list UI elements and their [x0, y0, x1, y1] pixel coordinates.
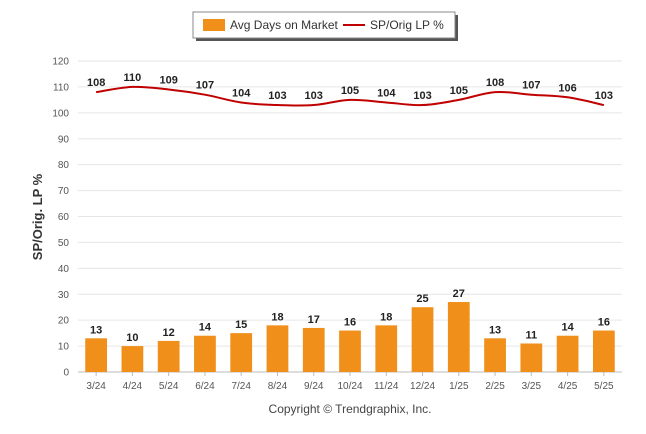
y-tick-label: 30	[58, 290, 70, 301]
x-tick-label: 12/24	[410, 381, 435, 392]
y-tick-label: 120	[52, 57, 69, 68]
line-data-label: 110	[124, 72, 142, 84]
legend: Avg Days on Market SP/Orig LP %	[192, 11, 458, 41]
line-path	[95, 85, 605, 107]
bar	[339, 330, 361, 372]
data-labels: 13 10 12 14 15 18 17 16 18 25 27 13 11 14 16 108 110 109 1…	[87, 72, 613, 344]
bar	[230, 333, 253, 372]
line-data-label: 108	[87, 77, 105, 89]
line-data-label: 104	[377, 87, 396, 99]
bar-data-label: 12	[163, 327, 175, 339]
line-data-label: 107	[522, 80, 540, 92]
x-tick-label: 3/25	[522, 381, 542, 392]
x-tick-label: 5/25	[594, 381, 614, 392]
line-data-label: 109	[159, 75, 177, 87]
x-tick-label: 10/24	[337, 381, 362, 392]
x-tick-label: 4/24	[123, 381, 143, 392]
bar-data-label: 14	[561, 322, 574, 334]
bar	[411, 307, 434, 372]
bar-data-label: 16	[598, 317, 610, 329]
bar	[266, 325, 289, 372]
line-data-label: 103	[413, 90, 431, 102]
x-tick-label: 7/24	[231, 381, 251, 392]
bar-data-label: 16	[344, 317, 356, 329]
y-tick-label: 50	[58, 238, 70, 249]
line-data-label: 104	[232, 87, 251, 99]
bar-data-label: 17	[308, 314, 320, 326]
bar-data-label: 13	[489, 324, 501, 336]
bar-data-label: 11	[526, 329, 538, 341]
x-tick-label: 1/25	[449, 381, 469, 392]
bar-data-label: 25	[416, 293, 428, 305]
y-tick-label: 60	[58, 212, 70, 223]
line-data-label: 108	[486, 77, 504, 89]
x-tick-label: 4/25	[558, 381, 578, 392]
legend-bar-label: Avg Days on Market	[230, 18, 338, 32]
bar-data-label: 14	[199, 322, 212, 334]
bar	[157, 340, 180, 372]
legend-line-label: SP/Orig LP %	[370, 18, 444, 32]
bar	[302, 327, 325, 372]
bar-data-label: 15	[235, 319, 247, 331]
y-tick-label: 10	[58, 342, 70, 353]
bar-data-label: 18	[380, 311, 392, 323]
bar	[520, 343, 543, 372]
x-tick-label: 6/24	[195, 381, 215, 392]
bar-data-label: 18	[271, 311, 283, 323]
bar	[592, 330, 615, 372]
x-axis-ticks: 3/24 4/24 5/24 6/24 7/24 8/24 9/24 10/24 11/24 12…	[86, 372, 614, 392]
y-tick-label: 40	[58, 264, 70, 275]
bar-data-label: 10	[126, 332, 138, 344]
line-data-label: 103	[305, 90, 323, 102]
line-data-label: 105	[341, 85, 359, 97]
bar	[447, 302, 470, 372]
bar	[556, 335, 579, 372]
bar	[375, 325, 398, 372]
x-tick-label: 9/24	[304, 381, 324, 392]
line-data-label: 106	[558, 82, 576, 94]
y-tick-label: 110	[53, 82, 69, 93]
y-tick-label: 0	[63, 368, 69, 379]
y-tick-label: 70	[58, 186, 70, 197]
line-data-label: 103	[595, 90, 613, 102]
bar	[121, 346, 144, 372]
line-data-label: 103	[268, 90, 286, 102]
y-tick-label: 90	[58, 134, 70, 145]
x-tick-label: 5/24	[159, 381, 179, 392]
legend-bar-swatch	[203, 19, 225, 31]
bar	[85, 338, 108, 372]
x-tick-label: 11/24	[374, 381, 399, 392]
y-tick-label: 80	[58, 160, 70, 171]
bar-data-label: 27	[453, 288, 465, 300]
x-tick-label: 3/24	[86, 381, 106, 392]
x-tick-label: 2/25	[485, 381, 505, 392]
y-tick-label: 100	[52, 108, 69, 119]
bar-series	[85, 302, 615, 372]
bar	[194, 335, 216, 372]
bar-data-label: 13	[90, 324, 102, 336]
line-data-label: 105	[450, 85, 468, 97]
y-axis-title: SP/Orig. LP %	[30, 173, 45, 260]
x-tick-label: 8/24	[268, 381, 288, 392]
legend-box	[192, 11, 456, 39]
line-series	[95, 85, 605, 107]
y-axis-ticks: 0 10 20 30 40 50 60 70 80 90 100 110 120	[52, 57, 69, 379]
copyright-text: Copyright © Trendgraphix, Inc.	[269, 402, 432, 416]
y-tick-label: 20	[58, 316, 70, 327]
bar	[484, 338, 506, 372]
line-data-label: 107	[196, 80, 214, 92]
